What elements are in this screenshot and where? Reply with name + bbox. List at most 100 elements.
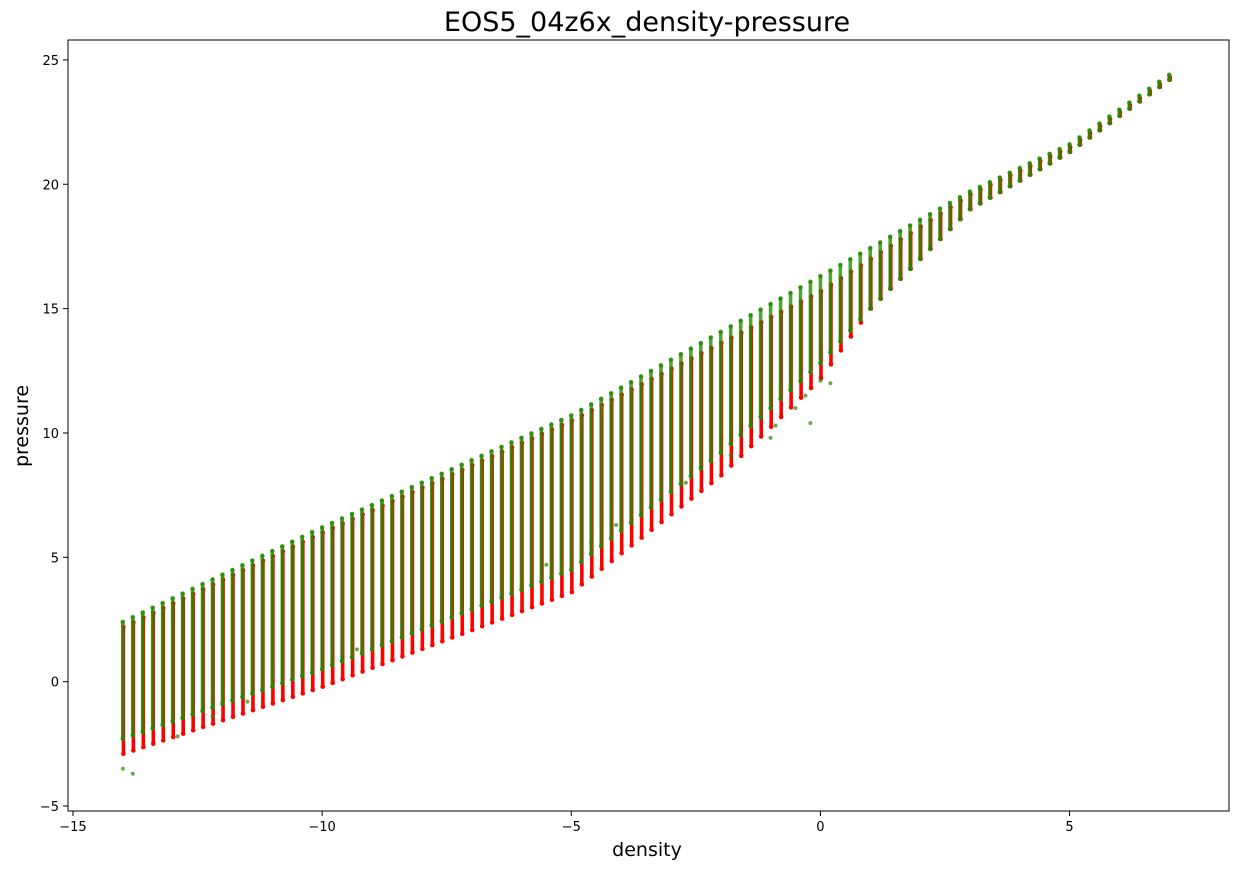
- data-point: [180, 591, 185, 596]
- data-point: [440, 638, 445, 644]
- data-point: [479, 603, 484, 608]
- data-point: [300, 691, 306, 696]
- data-point: [748, 423, 753, 429]
- data-point: [977, 184, 983, 190]
- data-point: [360, 669, 365, 674]
- data-point: [638, 512, 644, 518]
- data-point: [937, 206, 943, 211]
- data-point: [420, 646, 425, 652]
- data-point: [1057, 146, 1062, 152]
- data-point: [798, 285, 803, 290]
- x-tick-label: −15: [59, 820, 86, 835]
- data-point: [728, 441, 734, 447]
- data-point: [220, 701, 225, 707]
- data-point: [140, 729, 146, 735]
- data-point: [379, 643, 385, 648]
- data-point: [230, 714, 236, 720]
- data-point: [917, 256, 923, 262]
- data-point: [569, 589, 575, 595]
- data-point: [449, 466, 454, 472]
- data-point: [240, 694, 245, 700]
- data-point: [230, 567, 235, 573]
- data-point: [419, 480, 425, 486]
- data-point: [679, 504, 684, 509]
- data-point: [539, 579, 544, 584]
- y-tick-label: 0: [51, 676, 59, 691]
- data-point: [270, 701, 276, 706]
- outlier-point: [210, 714, 215, 719]
- data-point: [210, 721, 216, 726]
- data-point: [947, 200, 953, 206]
- data-point: [808, 385, 814, 391]
- data-point: [121, 751, 126, 757]
- data-point: [359, 651, 365, 656]
- data-point: [459, 462, 464, 468]
- data-point: [160, 738, 166, 743]
- data-point: [1117, 107, 1122, 112]
- data-point: [1166, 72, 1172, 78]
- x-tick-label: −5: [562, 820, 581, 835]
- data-point: [758, 434, 764, 439]
- data-point: [1087, 135, 1092, 140]
- data-point: [419, 627, 425, 632]
- data-point: [160, 722, 165, 728]
- data-point: [598, 544, 604, 549]
- data-point: [798, 378, 803, 384]
- data-point: [768, 301, 773, 307]
- data-point: [957, 195, 963, 200]
- data-point: [937, 236, 943, 242]
- data-point: [260, 704, 266, 710]
- data-point: [329, 662, 335, 668]
- data-point: [1146, 91, 1152, 97]
- data-point: [808, 369, 813, 375]
- series-0-points: [121, 75, 1173, 757]
- data-point: [947, 226, 953, 232]
- data-point: [818, 361, 823, 366]
- data-point: [689, 496, 694, 501]
- outlier-point: [803, 393, 808, 398]
- data-point: [469, 607, 474, 612]
- data-point: [897, 228, 903, 234]
- data-point: [848, 334, 854, 339]
- data-point: [628, 379, 634, 385]
- data-point: [409, 631, 415, 636]
- data-point: [379, 498, 385, 503]
- data-point: [758, 307, 763, 313]
- data-point: [768, 424, 774, 430]
- data-point: [828, 268, 833, 273]
- outlier-point: [355, 647, 360, 652]
- data-point: [778, 414, 784, 420]
- data-point: [120, 736, 126, 742]
- data-point: [459, 631, 465, 637]
- data-point: [808, 279, 813, 285]
- data-point: [309, 529, 315, 535]
- data-point: [529, 604, 535, 610]
- outlier-point: [768, 435, 773, 440]
- data-point: [1097, 127, 1102, 133]
- chart-title: EOS5_04z6x_density-pressure: [444, 7, 850, 38]
- data-point: [180, 715, 185, 721]
- outlier-point: [683, 480, 688, 485]
- data-point: [967, 206, 973, 212]
- data-point: [389, 639, 395, 644]
- data-point: [559, 417, 564, 423]
- data-point: [927, 246, 933, 252]
- data-point: [329, 520, 335, 526]
- data-point: [598, 396, 604, 402]
- data-point: [1127, 100, 1132, 105]
- data-point: [151, 741, 156, 747]
- data-point: [579, 582, 585, 587]
- data-point: [1137, 99, 1142, 104]
- data-point: [957, 216, 963, 222]
- y-axis-label: pressure: [11, 385, 33, 467]
- data-point: [131, 748, 136, 753]
- data-point: [917, 217, 923, 223]
- data-point: [170, 734, 176, 740]
- data-point: [798, 395, 804, 400]
- data-point: [738, 432, 743, 438]
- data-point: [1037, 156, 1042, 161]
- data-point: [340, 676, 345, 682]
- data-point: [1027, 161, 1032, 166]
- data-point: [439, 619, 445, 624]
- data-point: [997, 175, 1003, 180]
